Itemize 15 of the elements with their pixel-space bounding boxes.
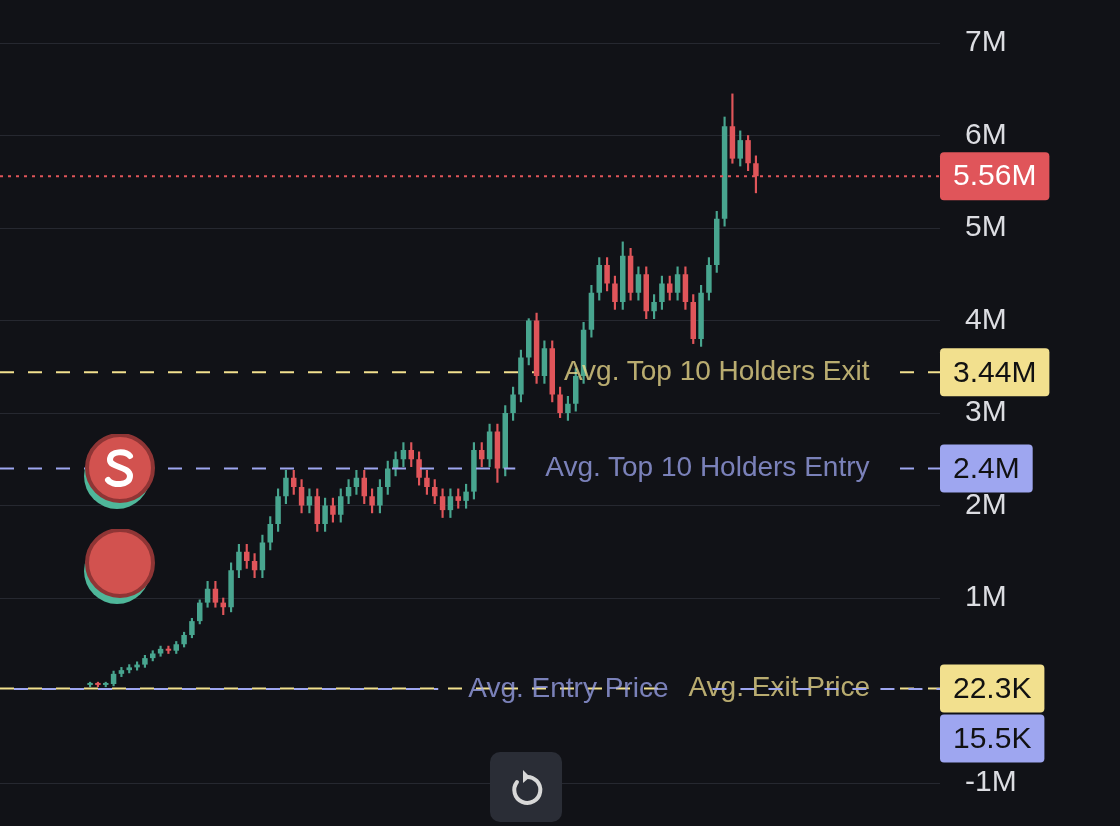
y-tick-label: 3M [965, 394, 1007, 428]
text: 22.3K [953, 670, 1032, 704]
text: 3.44M [953, 354, 1037, 388]
text: 5.56M [953, 158, 1037, 192]
text: 2.4M [953, 450, 1020, 484]
y-tick-label: 4M [965, 301, 1007, 335]
y-tick-label: 7M [965, 24, 1007, 58]
y-tick-label: -1M [965, 764, 1017, 798]
y-tick-label: 6M [965, 116, 1007, 150]
y-tick-label: 5M [965, 209, 1007, 243]
y-tick-label: 1M [965, 579, 1007, 613]
text: 15.5K [953, 720, 1032, 754]
y-tick-label: 2M [965, 486, 1007, 520]
ref-line-label: Avg. Top 10 Holders Entry [545, 451, 870, 483]
ref-line-label: Avg. Entry Price [468, 671, 669, 703]
